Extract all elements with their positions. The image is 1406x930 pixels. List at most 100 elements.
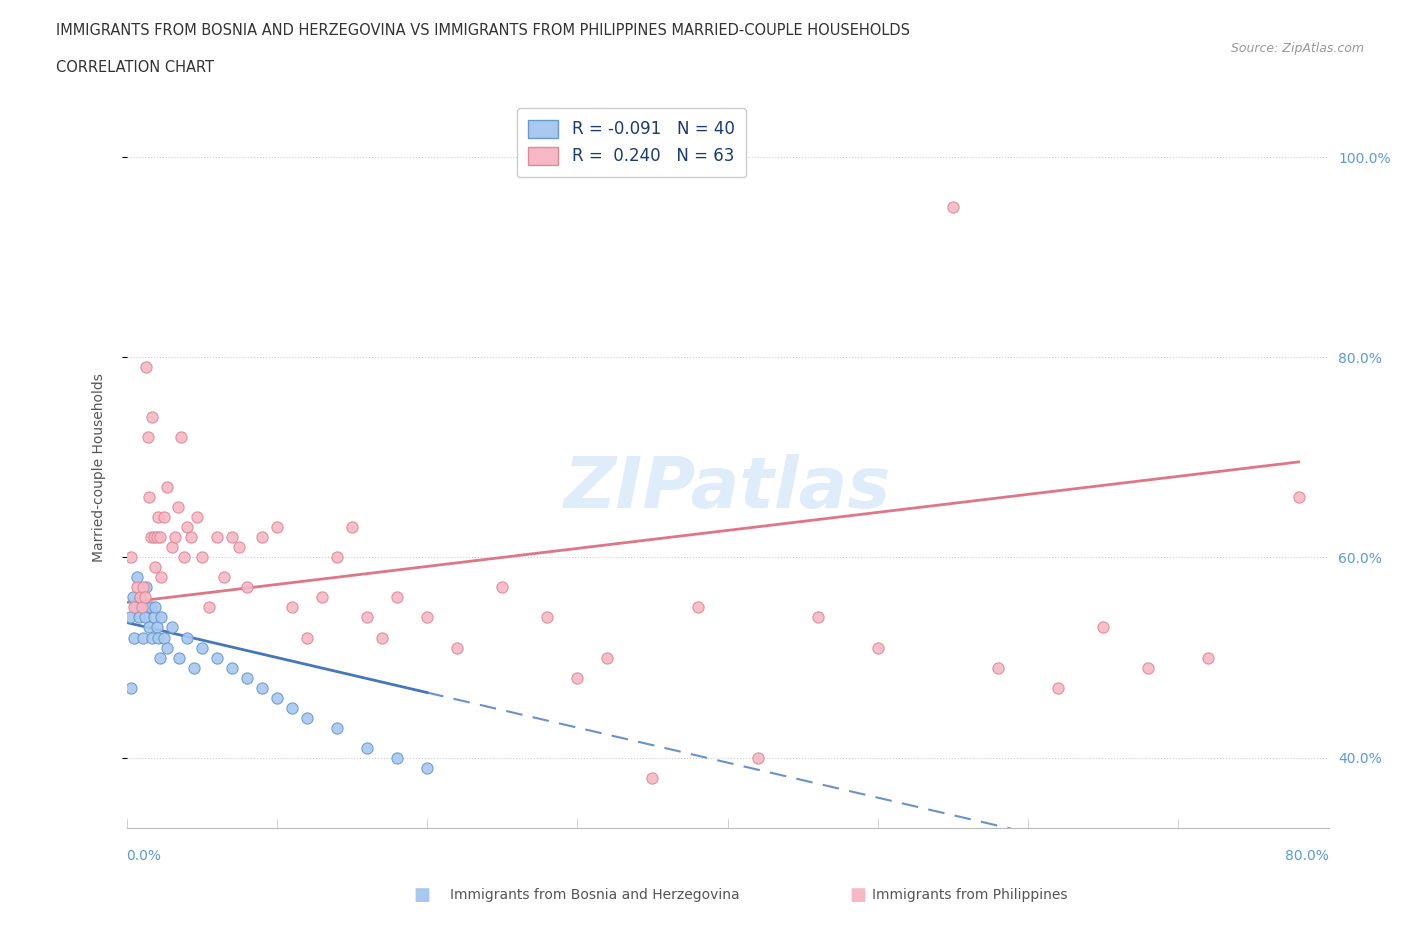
Point	[135, 360, 157, 375]
Y-axis label: Married-couple Households: Married-couple Households	[91, 373, 105, 562]
Point	[356, 610, 378, 625]
Text: 80.0%: 80.0%	[1285, 849, 1329, 863]
Point	[491, 580, 513, 595]
Point	[143, 560, 166, 575]
Point	[135, 580, 157, 595]
Point	[416, 760, 439, 775]
Point	[141, 630, 163, 644]
Point	[866, 640, 889, 655]
Point	[166, 500, 188, 515]
Point	[131, 600, 153, 615]
Point	[153, 630, 176, 644]
Point	[205, 650, 228, 665]
Point	[326, 550, 349, 565]
Point	[125, 580, 148, 595]
Point	[136, 600, 159, 615]
Point	[163, 530, 186, 545]
Point	[122, 630, 145, 644]
Point	[134, 590, 156, 604]
Point	[183, 660, 205, 675]
Point	[139, 600, 162, 615]
Point	[120, 680, 142, 695]
Point	[567, 671, 589, 685]
Point	[942, 200, 965, 215]
Point	[160, 540, 183, 555]
Point	[134, 610, 156, 625]
Point	[160, 620, 183, 635]
Point	[1197, 650, 1219, 665]
Point	[142, 530, 165, 545]
Point	[340, 520, 363, 535]
Point	[266, 690, 288, 705]
Point	[281, 600, 304, 615]
Point	[987, 660, 1010, 675]
Point	[385, 751, 408, 765]
Point	[167, 650, 190, 665]
Point	[124, 600, 146, 615]
Point	[138, 620, 160, 635]
Point	[131, 600, 153, 615]
Point	[146, 510, 169, 525]
Point	[145, 620, 167, 635]
Point	[356, 740, 378, 755]
Point	[132, 630, 155, 644]
Point	[143, 600, 166, 615]
Point	[385, 590, 408, 604]
Point	[281, 700, 304, 715]
Point	[536, 610, 558, 625]
Point	[205, 530, 228, 545]
Point	[142, 610, 165, 625]
Text: Source: ZipAtlas.com: Source: ZipAtlas.com	[1230, 42, 1364, 55]
Point	[807, 610, 830, 625]
Point	[153, 510, 176, 525]
Point	[250, 680, 273, 695]
Point	[136, 430, 159, 445]
Point	[446, 640, 468, 655]
Point	[221, 530, 243, 545]
Point	[156, 480, 179, 495]
Text: IMMIGRANTS FROM BOSNIA AND HERZEGOVINA VS IMMIGRANTS FROM PHILIPPINES MARRIED-CO: IMMIGRANTS FROM BOSNIA AND HERZEGOVINA V…	[56, 23, 910, 38]
Point	[190, 550, 212, 565]
Point	[295, 711, 318, 725]
Point	[149, 530, 172, 545]
Text: ■: ■	[413, 885, 430, 904]
Point	[1137, 660, 1160, 675]
Point	[150, 570, 173, 585]
Text: ■: ■	[849, 885, 866, 904]
Point	[416, 610, 439, 625]
Point	[190, 640, 212, 655]
Point	[129, 590, 152, 604]
Point	[295, 630, 318, 644]
Point	[146, 630, 169, 644]
Text: ZIPatlas: ZIPatlas	[564, 455, 891, 524]
Point	[686, 600, 709, 615]
Point	[169, 430, 191, 445]
Point	[156, 640, 179, 655]
Point	[198, 600, 221, 615]
Point	[121, 590, 143, 604]
Point	[596, 650, 619, 665]
Point	[1047, 680, 1070, 695]
Point	[235, 671, 259, 685]
Point	[326, 720, 349, 735]
Point	[641, 770, 664, 785]
Text: CORRELATION CHART: CORRELATION CHART	[56, 60, 214, 75]
Point	[180, 530, 202, 545]
Point	[132, 580, 155, 595]
Text: 0.0%: 0.0%	[127, 849, 162, 863]
Point	[235, 580, 259, 595]
Point	[176, 630, 198, 644]
Point	[186, 510, 208, 525]
Point	[129, 590, 152, 604]
Point	[150, 610, 173, 625]
Point	[221, 660, 243, 675]
Point	[173, 550, 195, 565]
Point	[747, 751, 769, 765]
Point	[122, 600, 145, 615]
Point	[125, 570, 148, 585]
Point	[311, 590, 333, 604]
Point	[138, 490, 160, 505]
Point	[145, 530, 167, 545]
Point	[120, 550, 142, 565]
Point	[1288, 490, 1310, 505]
